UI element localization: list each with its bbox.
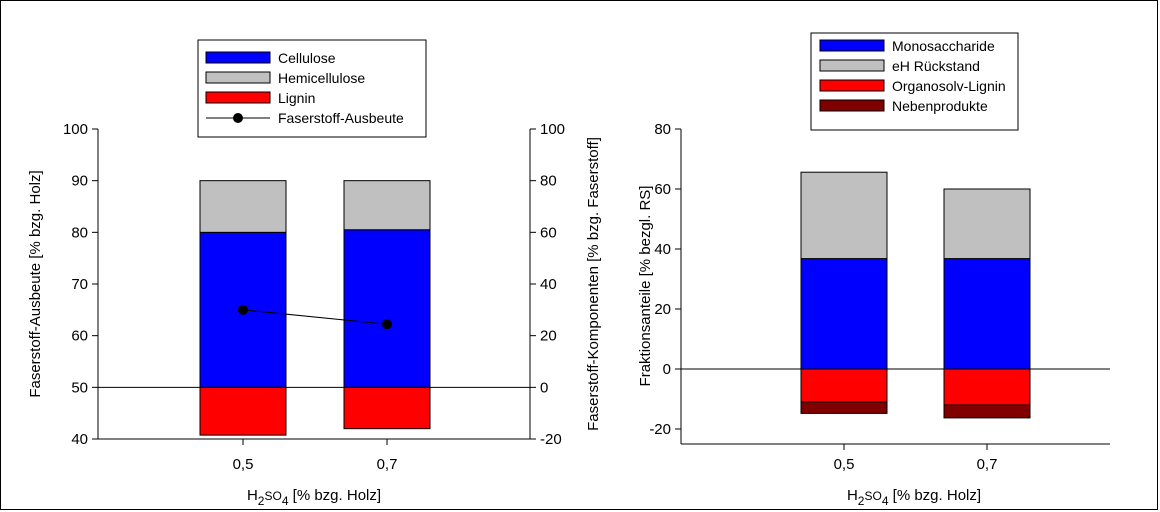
bar-eh-rückstand-0 bbox=[800, 171, 888, 260]
bar-lignin-0 bbox=[199, 386, 287, 436]
y-tick-label: 80 bbox=[71, 224, 88, 241]
bar-hemicellulose-1 bbox=[343, 180, 431, 231]
y-tick-label: 60 bbox=[71, 328, 88, 345]
legend-label-3: Faserstoff-Ausbeute bbox=[278, 110, 404, 126]
y-tick-label: 50 bbox=[71, 379, 88, 396]
legend-swatch-0 bbox=[205, 51, 271, 64]
bar-lignin-1 bbox=[343, 386, 431, 430]
y-tick-label: 80 bbox=[654, 121, 671, 138]
y-tick-label: -20 bbox=[649, 421, 671, 438]
x-tick-label: 0,5 bbox=[233, 456, 254, 473]
y2-tick-label: 60 bbox=[540, 224, 557, 241]
y-tick-label: 40 bbox=[654, 241, 671, 258]
y2-tick-label: 80 bbox=[540, 173, 557, 190]
point-faserstoff-ausbeute-0 bbox=[238, 304, 248, 315]
bar-eh-rückstand-1 bbox=[943, 188, 1031, 260]
bar-nebenprodukte-0 bbox=[800, 401, 888, 414]
legend-swatch-2 bbox=[819, 79, 885, 92]
y-tick-label: 100 bbox=[63, 121, 88, 138]
legend-label-0: Monosaccharide bbox=[892, 38, 995, 54]
legend-swatch-1 bbox=[819, 59, 885, 72]
legend-marker-swatch bbox=[233, 113, 243, 123]
legend-label-0: Cellulose bbox=[278, 50, 336, 66]
bar-hemicellulose-0 bbox=[199, 180, 287, 233]
y-tick-label: 60 bbox=[654, 181, 671, 198]
point-faserstoff-ausbeute-1 bbox=[382, 319, 392, 330]
x-axis-label: H2SO4 [% bzg. Holz] bbox=[247, 487, 381, 508]
x-tick-label: 0,7 bbox=[377, 456, 398, 473]
legend-label-2: Organosolv-Lignin bbox=[892, 78, 1006, 94]
legend-label-3: Nebenprodukte bbox=[892, 98, 988, 114]
y-axis-label: Fraktionsanteile [% bezgl. RS] bbox=[637, 186, 654, 387]
y-tick-label: 0 bbox=[663, 361, 671, 378]
line-faserstoff-ausbeute bbox=[242, 309, 388, 325]
bar-monosaccharide-0 bbox=[800, 258, 888, 370]
legend-swatch-1 bbox=[205, 71, 271, 84]
y2-tick-label: 100 bbox=[540, 121, 565, 138]
legend-label-1: Hemicellulose bbox=[278, 70, 365, 86]
legend-swatch-0 bbox=[819, 39, 885, 52]
bar-organosolv-lignin-0 bbox=[800, 368, 888, 403]
legend-label-1: eH Rückstand bbox=[892, 58, 980, 74]
x-axis-label: H2SO4 [% bzg. Holz] bbox=[847, 487, 981, 508]
bar-organosolv-lignin-1 bbox=[943, 368, 1031, 406]
legend-swatch-2 bbox=[205, 91, 271, 104]
legend-label-2: Lignin bbox=[278, 90, 315, 106]
x-tick-label: 0,7 bbox=[977, 456, 998, 473]
y-axis-label: Faserstoff-Ausbeute [% bzg. Holz] bbox=[27, 170, 44, 397]
bar-monosaccharide-1 bbox=[943, 258, 1031, 370]
y2-tick-label: 0 bbox=[540, 379, 548, 396]
bar-cellulose-1 bbox=[343, 229, 431, 388]
legend-swatch-3 bbox=[819, 99, 885, 112]
y2-axis-label: Faserstoff-Komponenten [% bzg. Faserstof… bbox=[585, 137, 602, 431]
y-tick-label: 90 bbox=[71, 173, 88, 190]
y2-tick-label: -20 bbox=[540, 431, 562, 448]
y-tick-label: 40 bbox=[71, 431, 88, 448]
y2-tick-label: 20 bbox=[540, 328, 557, 345]
x-tick-label: 0,5 bbox=[834, 456, 855, 473]
bar-nebenprodukte-1 bbox=[943, 404, 1031, 419]
y2-tick-label: 40 bbox=[540, 276, 557, 293]
y-tick-label: 70 bbox=[71, 276, 88, 293]
y-tick-label: 20 bbox=[654, 301, 671, 318]
